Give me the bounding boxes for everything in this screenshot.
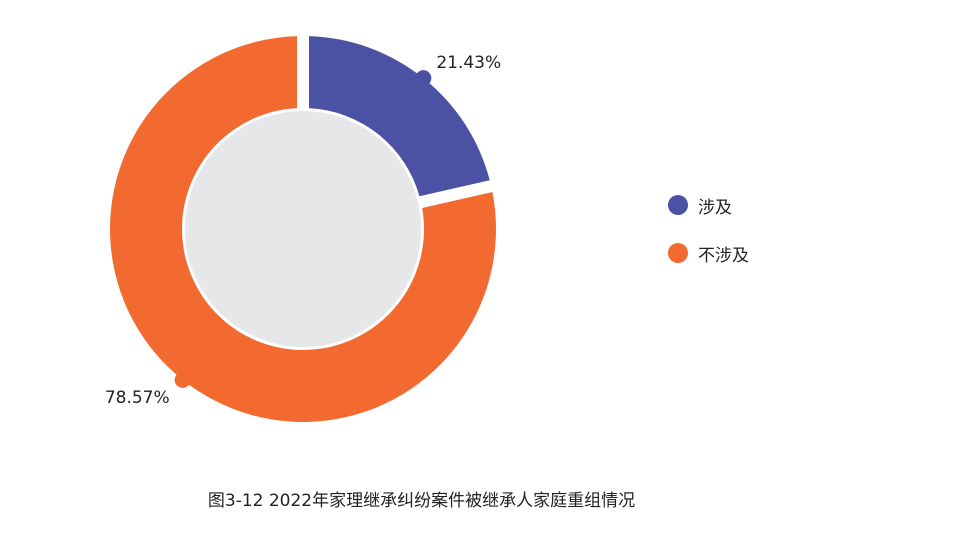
legend: 涉及 不涉及 — [668, 193, 749, 289]
legend-label-not-involved: 不涉及 — [698, 245, 749, 266]
legend-label-involved: 涉及 — [698, 197, 732, 218]
chart-caption: 图3-12 2022年家理继承纠纷案件被继承人家庭重组情况 — [207, 491, 636, 511]
label-marker-involved — [415, 70, 432, 87]
legend-swatch-not-involved — [668, 243, 688, 263]
legend-item-not-involved: 不涉及 — [668, 241, 749, 266]
legend-item-involved: 涉及 — [668, 193, 749, 218]
donut-center — [185, 111, 421, 347]
legend-swatch-involved — [668, 195, 688, 215]
slice-not-involved — [110, 36, 497, 422]
slice-involved — [308, 36, 490, 197]
value-label-not-involved: 78.57% — [105, 388, 170, 408]
label-marker-not-involved — [174, 371, 191, 388]
value-label-involved: 21.43% — [436, 53, 501, 73]
